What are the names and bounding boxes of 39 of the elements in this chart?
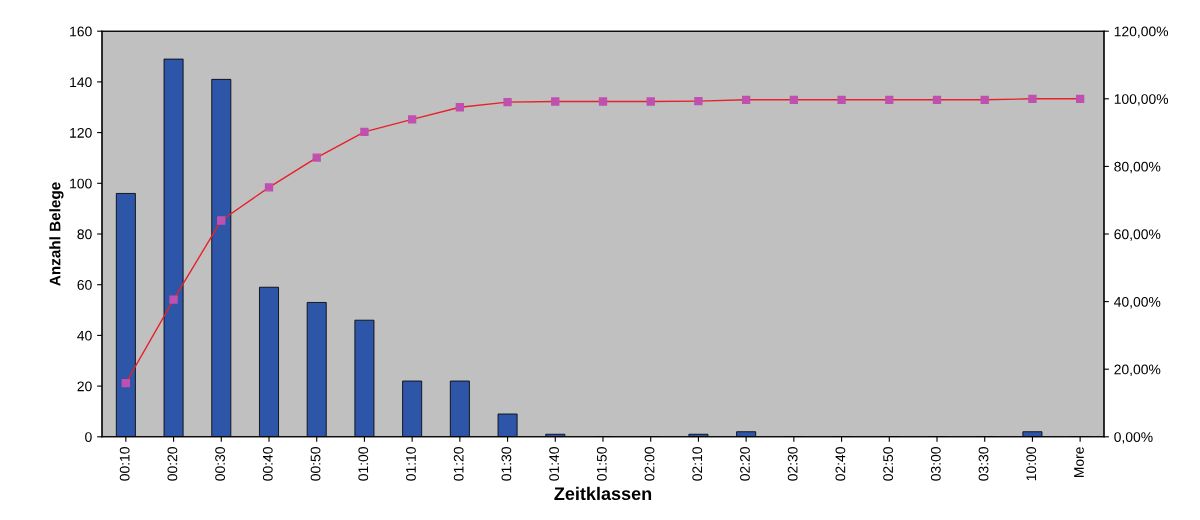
y-tick-label: 20 (77, 381, 92, 392)
y2-tick-label: 40,00% (1114, 296, 1161, 309)
x-tick-label: 01:50 (596, 447, 607, 481)
x-tick-label: 02:40 (835, 447, 846, 481)
y-tick-label: 60 (77, 280, 92, 290)
x-tick-label: 02:20 (740, 447, 750, 481)
x-tick-label: 01:20 (453, 447, 464, 481)
x-tick-label: 02:30 (787, 447, 798, 481)
y-tick-label: 160 (70, 26, 92, 37)
x-tick-label: 00:20 (167, 447, 178, 481)
y-tick-label: 0 (85, 432, 92, 442)
y2-tick-label: 20,00% (1114, 364, 1161, 377)
x-tick-label: 00:40 (262, 447, 273, 481)
x-tick-label: More (1074, 447, 1084, 478)
y-tick-label: 140 (70, 77, 92, 88)
x-tick-label: 01:00 (358, 447, 369, 481)
x-tick-label: 03:30 (978, 447, 989, 481)
y2-tick-label: 80,00% (1114, 161, 1161, 174)
x-tick-label: 02:00 (644, 447, 655, 481)
y-tick-label: 80 (77, 229, 92, 240)
y-tick-label: 40 (77, 330, 92, 341)
y2-tick-label: 60,00% (1114, 229, 1161, 241)
x-tick-label: 02:50 (883, 447, 894, 481)
x-tick-label: 02:10 (692, 447, 703, 481)
x-tick-label: 01:40 (549, 447, 560, 481)
x-axis-title: Zeitklassen (554, 486, 652, 501)
y-axis-title: Anzahl Belege (49, 182, 64, 286)
x-tick-label: 01:10 (406, 447, 416, 481)
x-tick-label: 00:30 (215, 447, 226, 481)
y2-tick-label: 0,00% (1114, 432, 1153, 444)
x-tick-label: 01:30 (501, 447, 512, 481)
y-tick-label: 120 (70, 127, 92, 138)
y2-tick-label: 120,00% (1114, 26, 1169, 39)
y-tick-label: 100 (70, 178, 92, 189)
x-tick-label: 10:00 (1026, 447, 1037, 481)
x-tick-label: 03:00 (930, 447, 941, 481)
y2-tick-label: 100,00% (1114, 94, 1169, 106)
x-tick-label: 00:10 (119, 447, 130, 481)
x-tick-label: 00:50 (310, 447, 321, 481)
